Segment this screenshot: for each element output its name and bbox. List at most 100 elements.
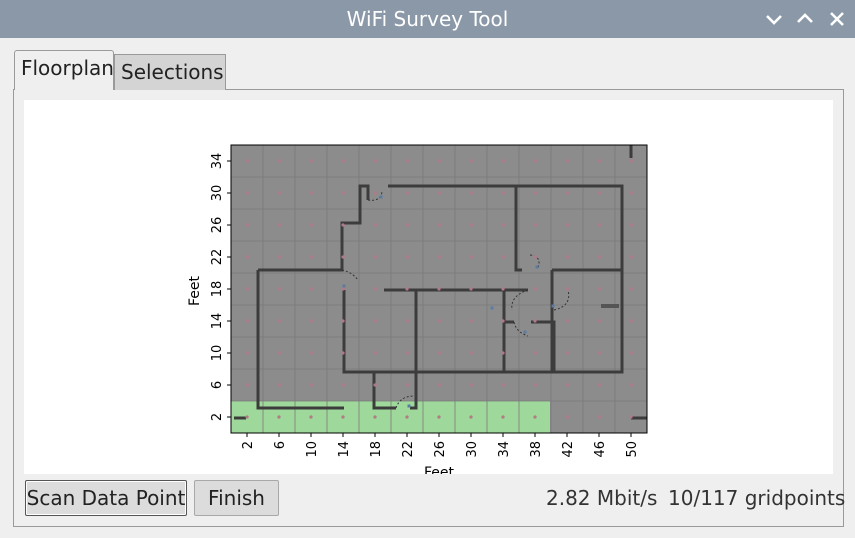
grid-point: [341, 191, 345, 195]
grid-point: [245, 383, 249, 387]
floorplan-canvas[interactable]: 2 6 10 14 18 22 26 30 34 38 42 46 50 2 6 10 14 18 22 26 30 34…: [24, 100, 833, 481]
wall: [531, 320, 556, 372]
grid-point: [565, 223, 569, 227]
grid-point: [437, 255, 441, 259]
grid-point: [309, 415, 313, 419]
x-tick-label: 22: [401, 441, 416, 458]
grid-point: [469, 351, 473, 355]
grid-point: [501, 223, 505, 227]
grid-point: [597, 319, 601, 323]
grid-point: [629, 223, 633, 227]
grid-point: [501, 319, 505, 323]
door-arc: [511, 289, 529, 311]
y-axis-label: Feet: [187, 275, 203, 306]
grid-point: [597, 255, 601, 259]
grid-point: [629, 159, 633, 163]
grid-point: [597, 383, 601, 387]
grid-point: [341, 287, 345, 291]
wall: [256, 270, 344, 410]
grid-point: [437, 383, 441, 387]
grid-point: [245, 223, 249, 227]
x-tick-label: 2: [241, 441, 256, 449]
grid-point: [565, 351, 569, 355]
chevron-down-icon: [766, 15, 782, 25]
gridpoint-progress: 10/117 gridpoints: [668, 486, 846, 510]
grid-point: [597, 351, 601, 355]
x-tick-label: 30: [465, 441, 480, 458]
y-tick-label: 2: [210, 413, 225, 421]
x-tick-label: 6: [273, 441, 288, 449]
grid-point: [437, 415, 441, 419]
grid-point: [533, 191, 537, 195]
grid-point: [629, 255, 633, 259]
grid-point: [629, 191, 633, 195]
grid-point: [373, 415, 377, 419]
grid-point: [437, 351, 441, 355]
access-point-marker: [535, 265, 539, 269]
x-tick-label: 50: [625, 441, 640, 458]
grid-point: [277, 223, 281, 227]
grid-point: [565, 319, 569, 323]
grid-point: [469, 415, 473, 419]
grid-point: [373, 319, 377, 323]
grid-point: [373, 223, 377, 227]
grid-point: [373, 255, 377, 259]
x-tick-label: 18: [369, 441, 384, 458]
grid-point: [437, 287, 441, 291]
grid-point: [309, 351, 313, 355]
grid-point: [277, 191, 281, 195]
x-tick-label: 38: [529, 441, 544, 458]
y-tick-label: 26: [210, 217, 225, 234]
door-arc: [529, 254, 540, 269]
finish-button[interactable]: Finish: [194, 480, 279, 516]
access-point-marker: [523, 330, 527, 334]
grid-point: [469, 255, 473, 259]
grid-point: [245, 319, 249, 323]
grid-point: [533, 319, 537, 323]
y-tick-label: 6: [210, 381, 225, 389]
scanned-region: [231, 401, 550, 433]
grid-point: [629, 415, 633, 419]
x-tick-label: 26: [433, 441, 448, 458]
y-tick-label: 30: [210, 185, 225, 202]
door-arc: [513, 321, 529, 337]
grid-point: [565, 383, 569, 387]
grid-point: [309, 159, 313, 163]
grid-point: [405, 159, 409, 163]
grid-point: [629, 319, 633, 323]
grid-point: [565, 415, 569, 419]
close-button[interactable]: [825, 7, 849, 31]
grid-point: [437, 159, 441, 163]
door-arc: [553, 289, 570, 311]
x-axis-label: Feet: [424, 465, 455, 474]
y-tick-label: 14: [210, 313, 225, 330]
grid-point: [469, 319, 473, 323]
grid-point: [565, 191, 569, 195]
grid-point: [533, 351, 537, 355]
grid-point: [565, 287, 569, 291]
grid-point: [469, 223, 473, 227]
grid-point: [501, 159, 505, 163]
grid-point: [533, 287, 537, 291]
grid-point: [373, 191, 377, 195]
door-arc: [367, 191, 383, 201]
maximize-button[interactable]: [793, 7, 817, 31]
grid-point: [341, 319, 345, 323]
door-arc: [341, 269, 359, 281]
grid-point: [341, 159, 345, 163]
grid-point: [533, 223, 537, 227]
grid-point: [597, 159, 601, 163]
grid-point: [629, 351, 633, 355]
access-point-marker: [379, 195, 383, 199]
access-point-marker: [342, 284, 346, 288]
minimize-button[interactable]: [762, 7, 786, 31]
tab-floorplan[interactable]: Floorplan: [14, 50, 114, 90]
grid-point: [309, 383, 313, 387]
grid-point: [309, 287, 313, 291]
grid-point: [437, 319, 441, 323]
tab-selections[interactable]: Selections: [114, 54, 226, 90]
grid-point: [277, 159, 281, 163]
floorplan-plot[interactable]: 2 6 10 14 18 22 26 30 34 38 42 46 502610141822263034…: [24, 100, 833, 481]
grid-point: [245, 191, 249, 195]
scan-data-point-button[interactable]: Scan Data Point: [25, 480, 187, 516]
